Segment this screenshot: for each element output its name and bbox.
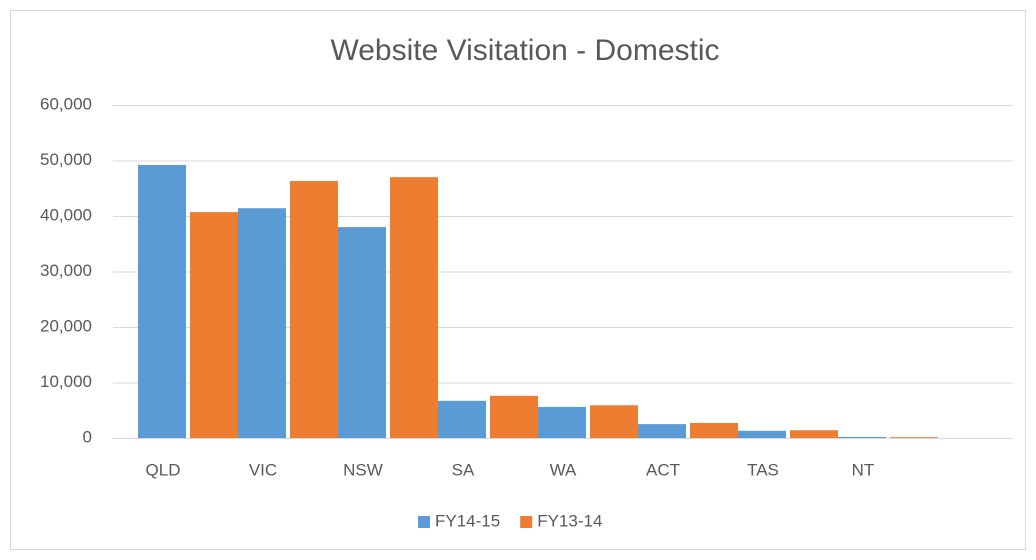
legend-label: FY14-15 bbox=[435, 511, 500, 530]
bar bbox=[290, 181, 338, 438]
legend-label: FY13-14 bbox=[537, 511, 602, 530]
x-tick-label: ACT bbox=[646, 460, 680, 479]
bar bbox=[538, 406, 586, 438]
bar bbox=[238, 208, 286, 438]
bar bbox=[590, 405, 638, 438]
x-tick-label: VIC bbox=[249, 460, 277, 479]
bar bbox=[790, 430, 838, 438]
y-tick-label: 50,000 bbox=[40, 150, 92, 169]
x-tick-label: SA bbox=[452, 460, 475, 479]
bar bbox=[490, 395, 538, 438]
bar bbox=[638, 424, 686, 438]
bar bbox=[190, 212, 238, 438]
y-tick-label: 0 bbox=[83, 427, 92, 446]
x-tick-label: NT bbox=[852, 460, 875, 479]
bar bbox=[690, 423, 738, 438]
y-tick-label: 10,000 bbox=[40, 372, 92, 391]
y-tick-label: 40,000 bbox=[40, 205, 92, 224]
bar bbox=[438, 400, 486, 438]
x-tick-label: NSW bbox=[343, 460, 383, 479]
y-tick-label: 30,000 bbox=[40, 261, 92, 280]
chart-title: Website Visitation - Domestic bbox=[330, 34, 719, 67]
bar bbox=[138, 164, 186, 438]
legend-swatch bbox=[520, 516, 533, 528]
x-tick-label: QLD bbox=[146, 460, 181, 479]
bar bbox=[338, 227, 386, 438]
legend-swatch bbox=[418, 516, 430, 528]
y-tick-label: 20,000 bbox=[40, 316, 92, 335]
bar bbox=[390, 177, 438, 438]
bar bbox=[738, 430, 786, 438]
x-tick-label: TAS bbox=[747, 460, 779, 479]
bar bbox=[890, 437, 938, 438]
y-tick-label: 60,000 bbox=[40, 94, 92, 113]
x-tick-label: WA bbox=[550, 460, 577, 479]
bar bbox=[838, 436, 886, 438]
